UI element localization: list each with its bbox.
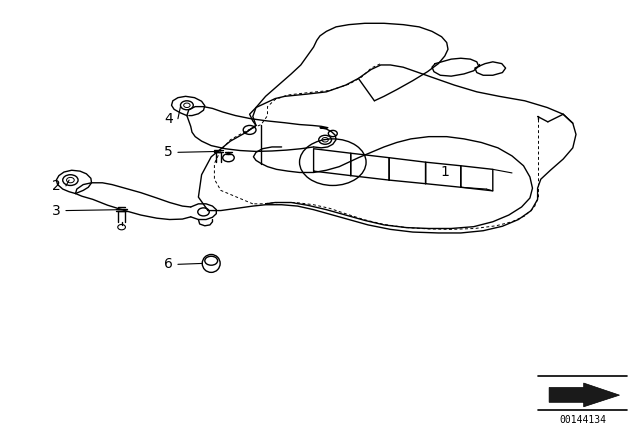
Text: 6: 6 [164, 257, 173, 271]
Text: 1: 1 [440, 165, 449, 180]
Text: 5: 5 [164, 145, 173, 159]
Text: 3: 3 [52, 203, 61, 218]
Text: 2: 2 [52, 179, 61, 193]
Text: 00144134: 00144134 [559, 415, 606, 425]
Polygon shape [549, 383, 620, 407]
Text: 4: 4 [164, 112, 173, 126]
